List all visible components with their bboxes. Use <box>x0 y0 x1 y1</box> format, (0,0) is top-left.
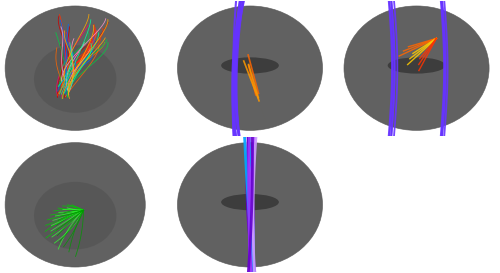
Ellipse shape <box>34 182 116 250</box>
Ellipse shape <box>5 6 146 130</box>
Ellipse shape <box>178 143 322 267</box>
Ellipse shape <box>221 194 279 210</box>
Ellipse shape <box>178 6 322 130</box>
Ellipse shape <box>5 143 146 267</box>
Ellipse shape <box>344 6 489 130</box>
Ellipse shape <box>34 45 116 113</box>
Ellipse shape <box>221 57 279 74</box>
Ellipse shape <box>388 57 446 74</box>
